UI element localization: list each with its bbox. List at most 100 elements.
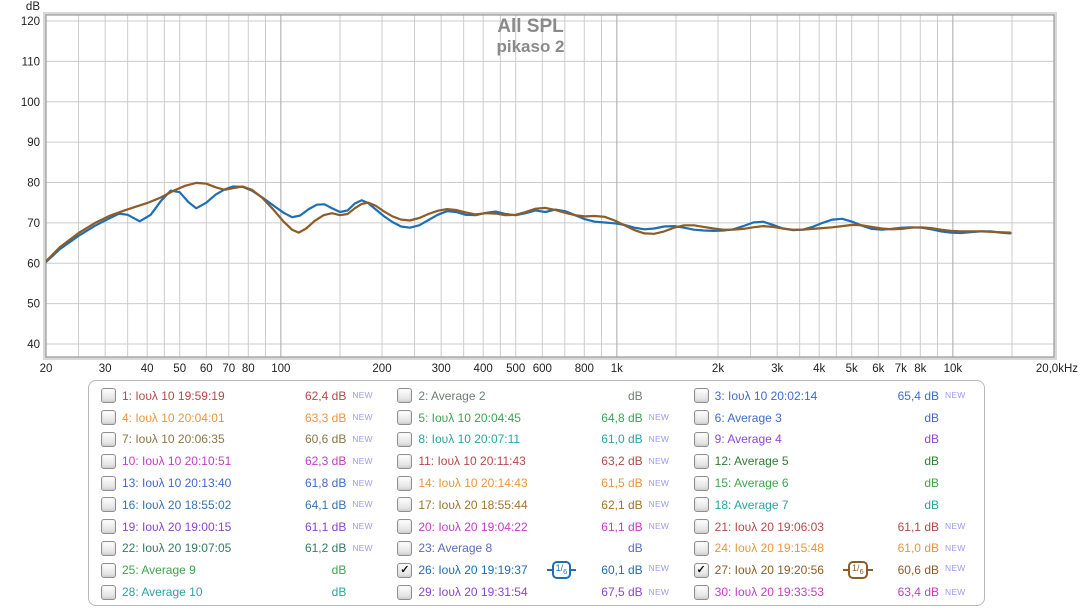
legend-item-19[interactable]: 19: Ιουλ 20 19:00:15 61,1 dB NEW (101, 519, 377, 535)
measurement-level-value: 62,1 dB (601, 497, 643, 512)
measurement-checkbox[interactable] (101, 453, 116, 469)
legend-item-2[interactable]: 2: Average 2 dB (397, 388, 674, 404)
new-badge: NEW (945, 563, 966, 574)
legend-item-3[interactable]: 3: Ιουλ 10 20:02:14 65,4 dB NEW (693, 388, 970, 404)
measurement-checkbox[interactable] (693, 519, 709, 535)
measurement-checkbox[interactable] (397, 497, 413, 513)
measurement-checkbox[interactable] (101, 431, 116, 447)
measurement-checkbox[interactable] (693, 388, 709, 404)
measurement-checkbox[interactable] (693, 497, 709, 513)
legend-item-14[interactable]: 14: Ιουλ 10 20:14:43 61,5 dB NEW (397, 475, 673, 491)
legend-item-17[interactable]: 17: Ιουλ 20 18:55:44 62,1 dB NEW (397, 497, 673, 513)
measurement-checkbox[interactable] (397, 388, 413, 404)
measurement-label: 23: Average 8 (418, 541, 493, 556)
measurement-label: 5: Ιουλ 10 20:04:45 (418, 410, 521, 425)
measurement-level-value: dB (331, 563, 347, 578)
x-tick-label: 60 (200, 363, 213, 375)
legend-panel: 1: Ιουλ 10 19:59:19 62,4 dB NEW 2: Average … (88, 380, 985, 606)
legend-item-21[interactable]: 21: Ιουλ 20 19:06:03 61,1 dB NEW (693, 519, 970, 535)
measurement-checkbox[interactable] (397, 540, 413, 556)
legend-item-11[interactable]: 11: Ιουλ 10 20:11:43 63,2 dB NEW (397, 453, 673, 469)
legend-item-12[interactable]: 12: Average 5 dB (693, 453, 970, 469)
measurement-checkbox[interactable] (101, 410, 116, 426)
measurement-level-value: 61,5 dB (601, 476, 643, 491)
measurement-checkbox[interactable] (397, 475, 413, 491)
new-badge (945, 454, 970, 457)
legend-item-30[interactable]: 30: Ιουλ 20 19:33:53 63,4 dB NEW (693, 584, 970, 600)
measurement-level-value: 62,3 dB (304, 454, 347, 469)
new-badge: NEW (648, 586, 670, 597)
measurement-level-value: dB (331, 585, 347, 600)
measurement-checkbox[interactable] (693, 453, 709, 469)
measurement-checkbox[interactable]: ✓ (397, 562, 413, 578)
measurement-checkbox[interactable] (397, 519, 413, 535)
legend-item-1[interactable]: 1: Ιουλ 10 19:59:19 62,4 dB NEW (101, 388, 377, 404)
measurement-checkbox[interactable] (693, 475, 709, 491)
measurement-checkbox[interactable] (101, 497, 116, 513)
measurement-checkbox[interactable] (101, 562, 116, 578)
measurement-checkbox[interactable] (693, 410, 709, 426)
legend-item-13[interactable]: 13: Ιουλ 10 20:13:40 61,8 dB NEW (101, 475, 377, 491)
legend-item-24[interactable]: 24: Ιουλ 20 19:15:48 61,0 dB NEW (693, 540, 970, 556)
legend-item-4[interactable]: 4: Ιουλ 10 20:04:01 63,3 dB NEW (101, 410, 377, 426)
legend-item-29[interactable]: 29: Ιουλ 20 19:31:54 67,5 dB NEW (397, 584, 673, 600)
measurement-checkbox[interactable] (397, 453, 413, 469)
measurement-label: 24: Ιουλ 20 19:15:48 (714, 541, 824, 556)
legend-item-23[interactable]: 23: Average 8 dB (397, 540, 674, 556)
new-badge (649, 388, 674, 391)
measurement-level-value: dB (924, 410, 939, 425)
measurement-checkbox[interactable] (693, 584, 709, 600)
legend-item-15[interactable]: 15: Average 6 dB (693, 475, 970, 491)
smoothing-badge[interactable]: 1/6 (546, 561, 577, 580)
measurement-label: 4: Ιουλ 10 20:04:01 (122, 410, 225, 425)
legend-item-8[interactable]: 8: Ιουλ 10 20:07:11 61,0 dB NEW (397, 431, 673, 447)
measurement-label: 2: Average 2 (418, 388, 486, 403)
measurement-label: 27: Ιουλ 20 19:20:56 (714, 563, 824, 578)
legend-item-10[interactable]: 10: Ιουλ 10 20:10:51 62,3 dB NEW (101, 453, 377, 469)
measurement-checkbox[interactable] (397, 584, 413, 600)
legend-item-9[interactable]: 9: Average 4 dB (693, 431, 970, 447)
legend-item-7[interactable]: 7: Ιουλ 10 20:06:35 60,6 dB NEW (101, 431, 377, 447)
measurement-level-value: 61,1 dB (304, 519, 347, 534)
measurement-label: 11: Ιουλ 10 20:11:43 (418, 454, 526, 469)
measurement-level-value: 63,3 dB (304, 410, 347, 425)
new-badge (649, 541, 674, 544)
legend-item-5[interactable]: 5: Ιουλ 10 20:04:45 64,8 dB NEW (397, 410, 673, 426)
legend-item-20[interactable]: 20: Ιουλ 20 19:04:22 61,1 dB NEW (397, 519, 673, 535)
measurement-checkbox[interactable] (101, 584, 116, 600)
legend-item-22[interactable]: 22: Ιουλ 20 19:07:05 61,2 dB NEW (101, 540, 377, 556)
legend-item-25[interactable]: 25: Average 9 dB (101, 562, 377, 578)
measurement-label: 14: Ιουλ 10 20:14:43 (418, 476, 528, 491)
new-badge: NEW (648, 455, 670, 466)
x-tick-label: 6k (872, 363, 884, 375)
new-badge: NEW (648, 499, 670, 510)
measurement-checkbox[interactable]: ✓ (693, 562, 709, 578)
legend-item-27[interactable]: ✓ 27: Ιουλ 20 19:20:56 1/6 60,6 dB NEW (693, 561, 970, 580)
legend-item-18[interactable]: 18: Average 7 dB (693, 497, 970, 513)
x-tick-label: 5k (846, 363, 858, 375)
spl-graph-area[interactable]: dB 120 110 100 90 80 70 60 50 40 20 30 40 50 60 70 80 100… (0, 0, 1081, 378)
measurement-checkbox[interactable] (101, 388, 116, 404)
legend-item-16[interactable]: 16: Ιουλ 20 18:55:02 64,1 dB NEW (101, 497, 377, 513)
legend-item-28[interactable]: 28: Average 10 dB (101, 584, 377, 600)
legend-item-6[interactable]: 6: Average 3 dB (693, 410, 970, 426)
smoothing-badge[interactable]: 1/6 (842, 561, 873, 580)
measurement-checkbox[interactable] (101, 475, 116, 491)
measurement-checkbox[interactable] (397, 410, 413, 426)
measurement-label: 7: Ιουλ 10 20:06:35 (122, 432, 225, 447)
measurement-checkbox[interactable] (693, 431, 709, 447)
new-badge (945, 476, 970, 479)
y-tick-label: 70 (27, 218, 40, 230)
measurement-label: 19: Ιουλ 20 19:00:15 (122, 519, 232, 534)
x-tick-label: 10k (944, 363, 963, 375)
measurement-level-value: dB (627, 388, 643, 403)
measurement-label: 6: Average 3 (714, 410, 782, 425)
measurement-level-value: 60,6 dB (897, 563, 939, 578)
measurement-checkbox[interactable] (101, 540, 116, 556)
legend-item-26[interactable]: ✓ 26: Ιουλ 20 19:19:37 1/6 60,1 dB NEW (397, 561, 673, 580)
measurement-checkbox[interactable] (693, 540, 709, 556)
measurement-checkbox[interactable] (101, 519, 116, 535)
measurement-label: 21: Ιουλ 20 19:06:03 (714, 519, 824, 534)
y-tick-label: 80 (27, 178, 40, 190)
measurement-checkbox[interactable] (397, 431, 413, 447)
